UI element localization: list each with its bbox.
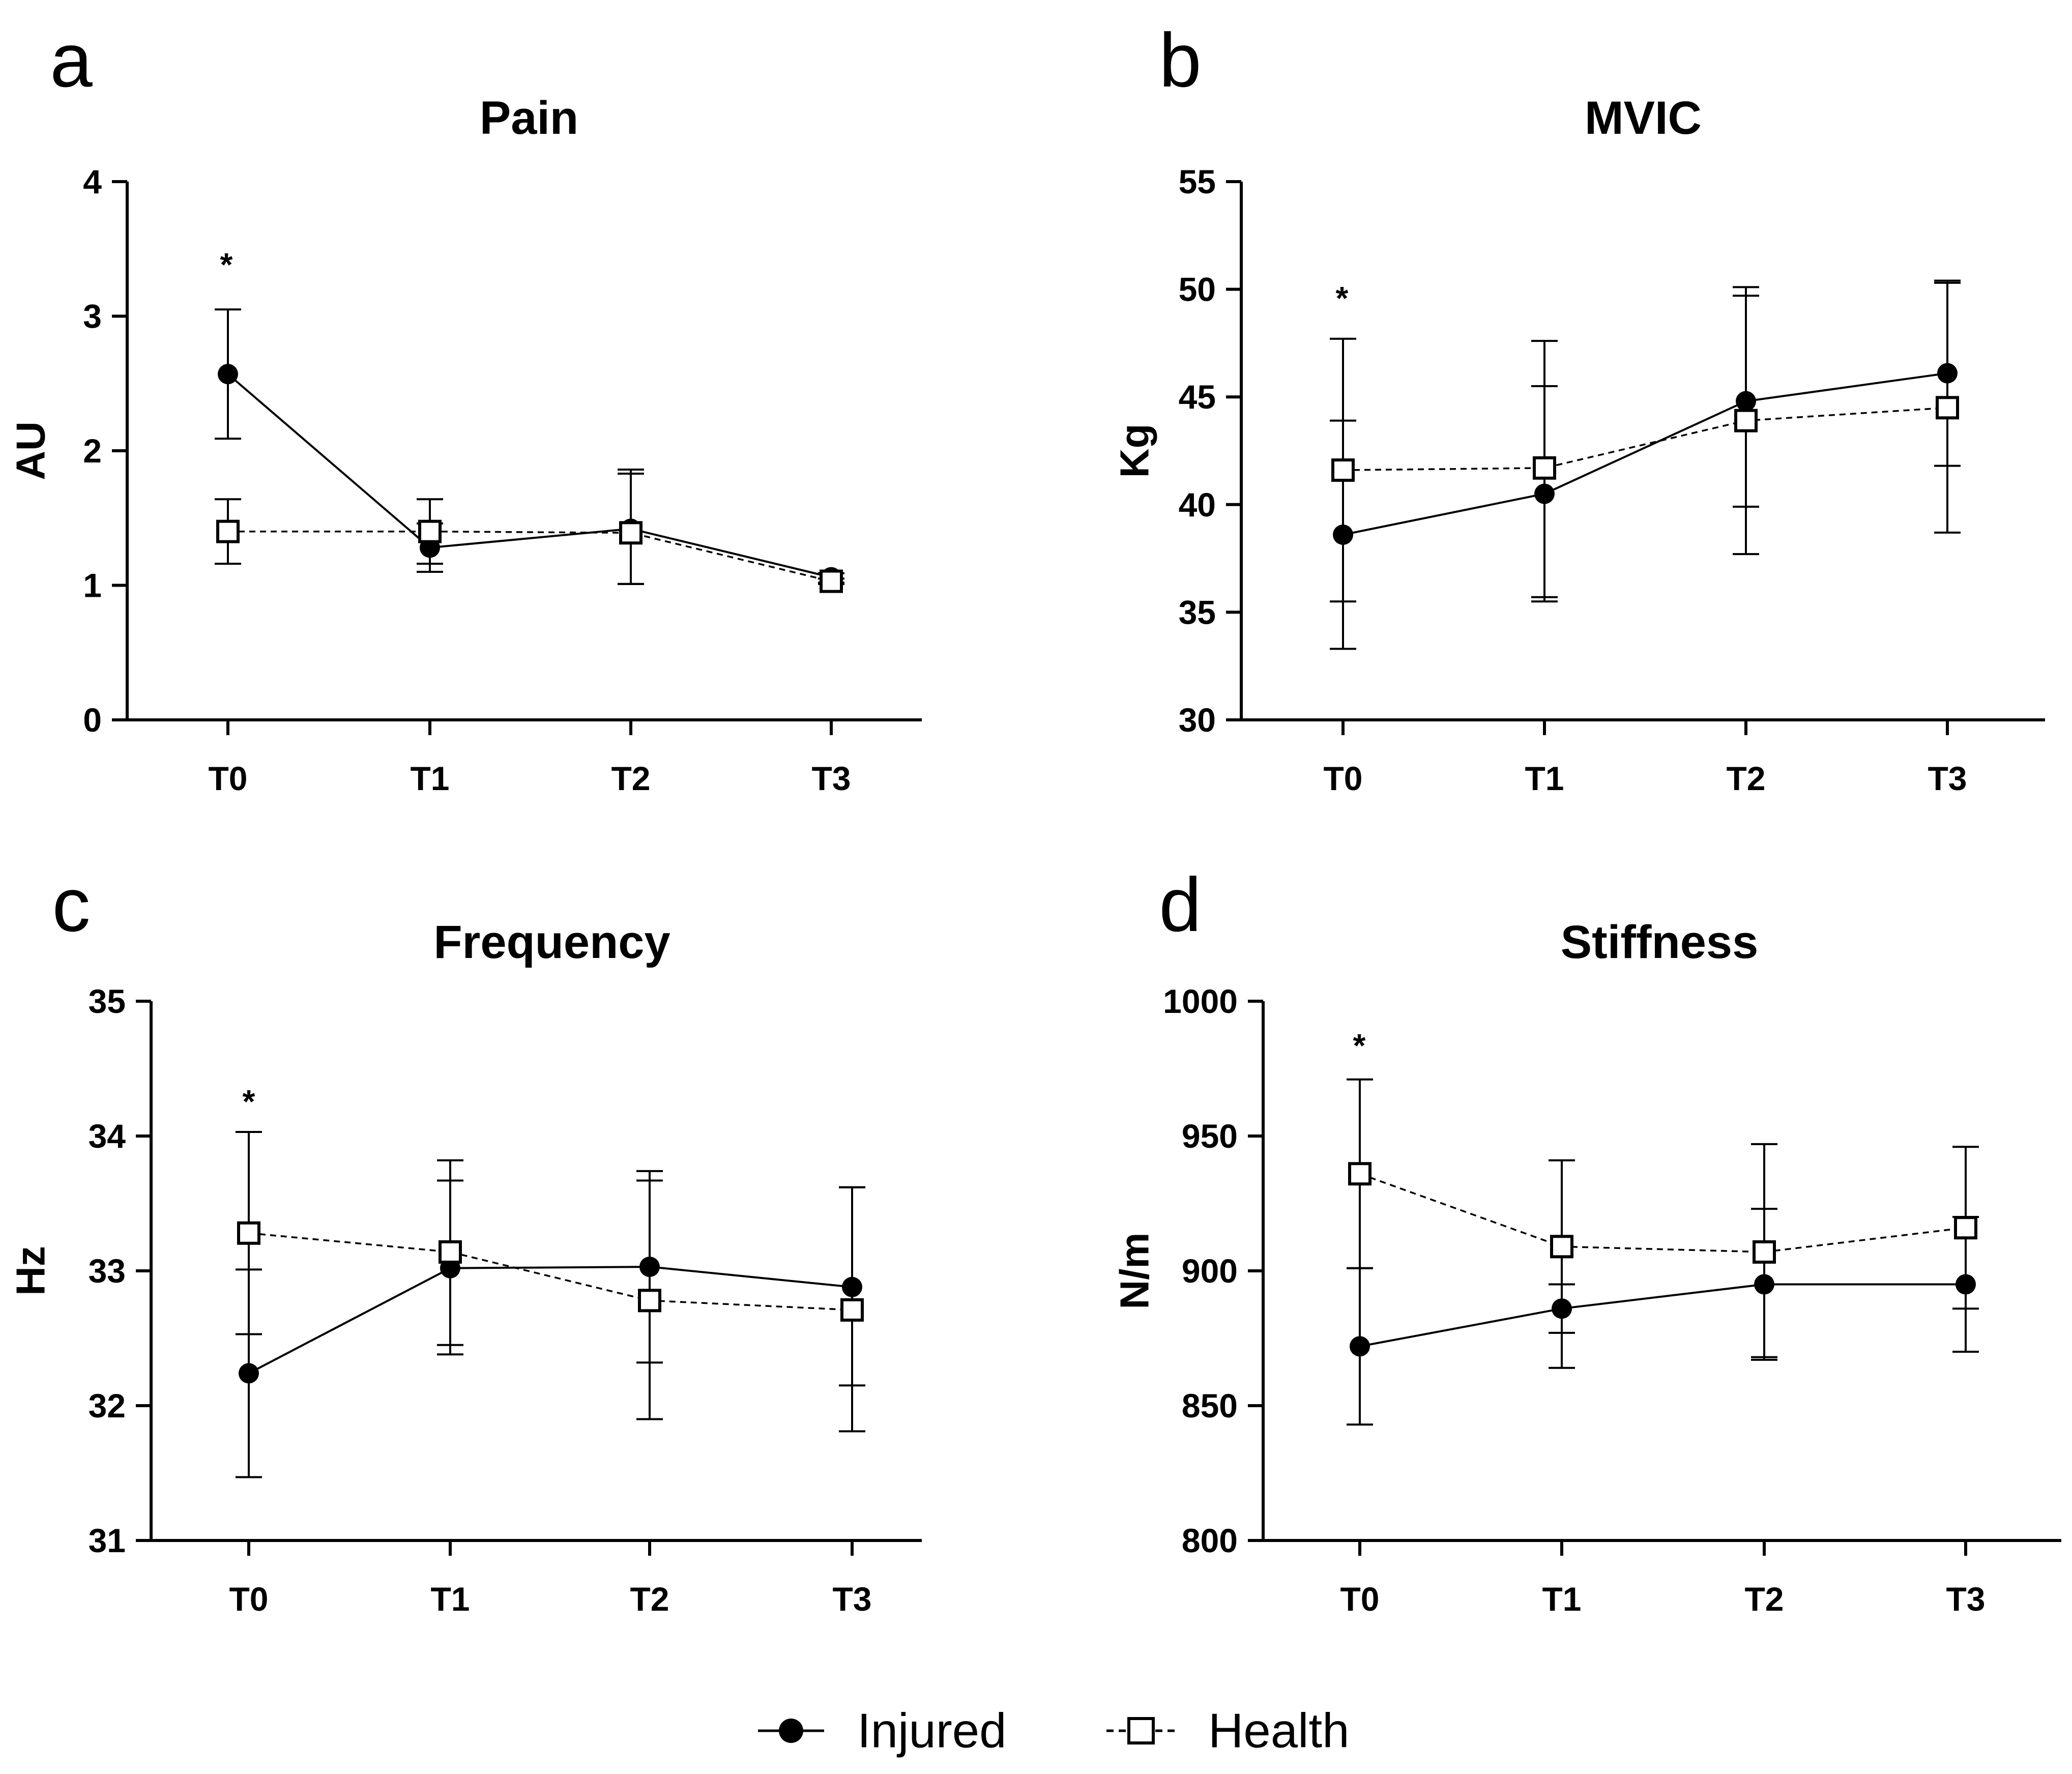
panel-a-injured-line (227, 373, 832, 578)
panel-d-x-tick-label: T2 (1744, 1580, 1784, 1618)
panel-c-x-tick-label: T0 (229, 1580, 268, 1618)
panel-d-health-point (1348, 1162, 1371, 1186)
panel-d-significance-star: * (1353, 1027, 1366, 1064)
panel-b-health-point (1936, 396, 1959, 420)
panel-d-injured-line (1359, 1283, 1966, 1348)
panel-a-health-line (228, 530, 832, 583)
legend-health-marker (1127, 1717, 1155, 1744)
panel-b-injured-point (1736, 391, 1756, 412)
panel-a-significance-star: * (220, 246, 233, 283)
panel-a-health-point (418, 519, 442, 543)
panel-a-y-tick-label: 1 (83, 567, 102, 604)
panel-c-health-point (237, 1221, 260, 1245)
panel-d-injured-point (1956, 1274, 1976, 1295)
panel-c-x-tick-label: T2 (630, 1580, 669, 1618)
panel-c-y-axis-label: Hz (8, 1246, 53, 1296)
panel-a-health-point (619, 521, 643, 545)
panel-b-injured-point (1333, 525, 1353, 545)
panel-a-y-tick-label: 2 (83, 432, 102, 470)
panel-d-health-point (1954, 1216, 1977, 1240)
panel-d-y-tick-label: 850 (1182, 1387, 1238, 1424)
legend-injured-marker (779, 1719, 803, 1743)
panel-d-y-axis-label: N/m (1112, 1232, 1157, 1309)
panel-b-health-point (1734, 409, 1758, 432)
panel-d-title: Stiffness (1561, 916, 1759, 968)
panel-c-health-point (638, 1289, 661, 1313)
panel-d-letter: d (1159, 862, 1201, 947)
panel-b-y-tick-label: 40 (1179, 486, 1216, 524)
panel-a-y-axis-label: AU (8, 421, 53, 480)
panel-b-x-tick-label: T2 (1726, 760, 1765, 797)
panel-a-injured-point (218, 364, 238, 385)
panel-c-health-point (439, 1240, 462, 1264)
panel-c-y-tick-label: 35 (89, 982, 126, 1020)
panel-c-significance-star: * (243, 1083, 255, 1120)
panel-d-health-point (1753, 1240, 1776, 1264)
panel-c-y-tick-label: 34 (89, 1117, 126, 1155)
panel-d-injured-point (1754, 1274, 1774, 1295)
panel-c-injured-point (239, 1363, 259, 1384)
panel-d-health-point (1550, 1235, 1573, 1259)
panel-c-health-point (840, 1298, 864, 1322)
panel-d-health-line (1359, 1173, 1966, 1253)
panel-b-y-tick-label: 45 (1179, 378, 1216, 416)
panel-c-x-tick-label: T1 (430, 1580, 470, 1618)
panel-d-injured-point (1350, 1336, 1370, 1357)
panel-c-injured-line (248, 1266, 853, 1375)
panel-c-health-line (248, 1232, 853, 1311)
panel-a-x-tick-label: T2 (611, 760, 650, 797)
legend-health-label: Health (1208, 1704, 1350, 1758)
panel-d-injured-point (1552, 1298, 1572, 1319)
panel-b-injured-point (1937, 363, 1958, 384)
panel-c-letter: c (52, 862, 91, 947)
panel-c-y-tick-label: 33 (89, 1252, 126, 1290)
panel-a-title: Pain (480, 92, 578, 144)
panel-b-significance-star: * (1336, 280, 1349, 316)
panel-b-x-tick-label: T3 (1928, 760, 1967, 797)
panel-b-injured-point (1534, 483, 1555, 504)
panel-b-letter: b (1159, 17, 1201, 103)
panel-a-y-tick-label: 0 (83, 701, 102, 739)
panel-b-health-point (1533, 456, 1556, 480)
panel-b-title: MVIC (1585, 92, 1702, 144)
panel-b-health-point (1331, 458, 1355, 482)
panel-d-y-tick-label: 1000 (1163, 982, 1238, 1020)
panel-d-y-tick-label: 800 (1182, 1522, 1238, 1559)
panel-a-x-tick-label: T0 (208, 760, 247, 797)
panel-a-health-point (820, 569, 843, 593)
panel-c-y-tick-label: 31 (89, 1522, 126, 1559)
panel-d-x-tick-label: T1 (1542, 1580, 1581, 1618)
panel-c-x-tick-label: T3 (832, 1580, 871, 1618)
panel-a-letter: a (50, 17, 93, 103)
panel-b-x-tick-label: T0 (1323, 760, 1362, 797)
panel-c-injured-point (639, 1257, 660, 1277)
panel-b-y-tick-label: 55 (1179, 163, 1216, 200)
panel-b-y-tick-label: 50 (1179, 271, 1216, 308)
panel-a-y-tick-label: 3 (83, 298, 102, 335)
panel-b-y-tick-label: 35 (1179, 593, 1216, 631)
panel-a-x-tick-label: T1 (410, 760, 449, 797)
panel-a-x-tick-label: T3 (811, 760, 851, 797)
panel-b-y-axis-label: Kg (1112, 424, 1157, 478)
legend-injured-label: Injured (857, 1704, 1007, 1758)
panel-c-title: Frequency (433, 916, 670, 968)
panel-b-health-line (1343, 406, 1948, 471)
panel-b-injured-line (1343, 372, 1948, 536)
panel-d-y-tick-label: 900 (1182, 1252, 1238, 1290)
panel-d-x-tick-label: T0 (1340, 1580, 1379, 1618)
panel-a-health-point (216, 519, 240, 543)
panel-d-x-tick-label: T3 (1946, 1580, 1985, 1618)
panel-b-y-tick-label: 30 (1179, 701, 1216, 739)
panel-c-injured-point (842, 1276, 862, 1297)
panel-b-x-tick-label: T1 (1525, 760, 1564, 797)
panel-d-y-tick-label: 950 (1182, 1117, 1238, 1155)
panel-a-y-tick-label: 4 (83, 163, 102, 200)
panel-c-y-tick-label: 32 (89, 1387, 126, 1424)
